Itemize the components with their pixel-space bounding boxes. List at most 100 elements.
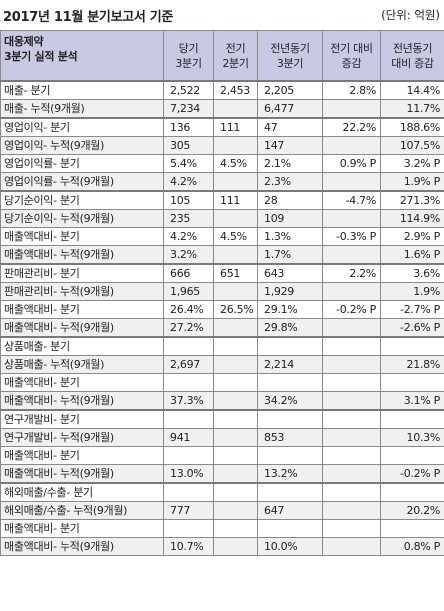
current-quarter-value: 37.3% bbox=[163, 391, 214, 411]
yoy-change-value: 2.9% P bbox=[380, 227, 444, 246]
yoy-change-value: 3.1% P bbox=[380, 391, 444, 411]
qoq-change-value bbox=[322, 172, 381, 192]
previous-quarter-value bbox=[213, 391, 258, 411]
yoy-change-value: -2.6% P bbox=[380, 318, 444, 338]
row-label: 해외매출/수출- 누적(9개월) bbox=[0, 501, 164, 520]
qoq-change-value: 0.9% P bbox=[322, 154, 381, 173]
header-current-quarter: 당기 3분기 bbox=[163, 30, 214, 82]
table-row: 영업이익률- 분기 5.4% 4.5% 2.1% 0.9% P 3.2% P bbox=[0, 154, 444, 173]
previous-quarter-value bbox=[213, 136, 258, 155]
qoq-change-value: -4.7% bbox=[322, 190, 381, 210]
previous-quarter-value bbox=[213, 373, 258, 392]
qoq-change-value: 2.2% bbox=[322, 263, 381, 283]
previous-quarter-value bbox=[213, 282, 258, 301]
current-quarter-value bbox=[163, 482, 214, 502]
current-quarter-value: 235 bbox=[163, 209, 214, 228]
previous-quarter-value bbox=[213, 172, 258, 192]
qoq-change-value bbox=[322, 446, 381, 465]
row-label: 매출액대비- 분기 bbox=[0, 446, 164, 465]
yoy-change-value: 188.6% bbox=[380, 117, 444, 137]
row-label: 연구개발비- 누적(9개월) bbox=[0, 428, 164, 447]
previous-quarter-value bbox=[213, 209, 258, 228]
table-row: 매출액대비- 분기 bbox=[0, 373, 444, 392]
table-row: 매출- 분기 2,522 2,453 2,205 2.8% 14.4% bbox=[0, 80, 444, 100]
current-quarter-value bbox=[163, 373, 214, 392]
yoy-change-value: 1.6% P bbox=[380, 245, 444, 265]
table-row: 해외매출/수출- 분기 bbox=[0, 482, 444, 502]
yoy-change-value: 14.4% bbox=[380, 80, 444, 100]
row-label: 영업이익- 누적(9개월) bbox=[0, 136, 164, 155]
table-row: 매출액대비- 누적(9개월) 27.2% 29.8% -2.6% P bbox=[0, 318, 444, 338]
table-row: 매출액대비- 분기 bbox=[0, 519, 444, 538]
current-quarter-value: 136 bbox=[163, 117, 214, 137]
year-ago-value: 2.3% bbox=[257, 172, 323, 192]
qoq-change-value bbox=[322, 282, 381, 301]
previous-quarter-value bbox=[213, 245, 258, 265]
row-label: 매출- 분기 bbox=[0, 80, 164, 100]
year-ago-value: 2,205 bbox=[257, 80, 323, 100]
row-label: 매출액대비- 분기 bbox=[0, 227, 164, 246]
qoq-change-value bbox=[322, 482, 381, 502]
year-ago-value: 47 bbox=[257, 117, 323, 137]
row-label: 판매관리비- 분기 bbox=[0, 263, 164, 283]
previous-quarter-value bbox=[213, 318, 258, 338]
table-row: 영업이익률- 누적(9개월) 4.2% 2.3% 1.9% P bbox=[0, 172, 444, 192]
previous-quarter-value bbox=[213, 99, 258, 119]
yoy-change-value bbox=[380, 373, 444, 392]
year-ago-value: 34.2% bbox=[257, 391, 323, 411]
current-quarter-value: 4.2% bbox=[163, 227, 214, 246]
table-row: 상품매출- 누적(9개월) 2,697 2,214 21.8% bbox=[0, 355, 444, 374]
row-label: 해외매출/수출- 분기 bbox=[0, 482, 164, 502]
page-title: 2017년 11월 분기보고서 기준 bbox=[3, 10, 174, 25]
current-quarter-value bbox=[163, 409, 214, 429]
current-quarter-value: 2,522 bbox=[163, 80, 214, 100]
header-label-cell: 대웅제약 3분기 실적 분석 bbox=[0, 30, 164, 82]
year-ago-value bbox=[257, 336, 323, 356]
qoq-change-value bbox=[322, 99, 381, 119]
yoy-change-value bbox=[380, 446, 444, 465]
qoq-change-value: -0.2% P bbox=[322, 300, 381, 319]
current-quarter-value: 305 bbox=[163, 136, 214, 155]
yoy-change-value bbox=[380, 409, 444, 429]
year-ago-value: 13.2% bbox=[257, 464, 323, 484]
current-quarter-value: 7,234 bbox=[163, 99, 214, 119]
yoy-change-value bbox=[380, 336, 444, 356]
yoy-change-value: 21.8% bbox=[380, 355, 444, 374]
qoq-change-value bbox=[322, 373, 381, 392]
yoy-change-value: 3.2% P bbox=[380, 154, 444, 173]
year-ago-value: 29.8% bbox=[257, 318, 323, 338]
table-row: 매출액대비- 누적(9개월) 37.3% 34.2% 3.1% P bbox=[0, 391, 444, 411]
table-row: 판매관리비- 누적(9개월) 1,965 1,929 1.9% bbox=[0, 282, 444, 301]
row-label: 당기순이익- 분기 bbox=[0, 190, 164, 210]
yoy-change-value: 1.9% P bbox=[380, 172, 444, 192]
row-label: 매출- 누적(9개월) bbox=[0, 99, 164, 119]
yoy-change-value: 11.7% bbox=[380, 99, 444, 119]
yoy-change-value: -2.7% P bbox=[380, 300, 444, 319]
current-quarter-value: 26.4% bbox=[163, 300, 214, 319]
previous-quarter-value bbox=[213, 409, 258, 429]
year-ago-value: 6,477 bbox=[257, 99, 323, 119]
table-row: 매출액대비- 누적(9개월) 13.0% 13.2% -0.2% P bbox=[0, 464, 444, 484]
year-ago-value: 643 bbox=[257, 263, 323, 283]
year-ago-value: 647 bbox=[257, 501, 323, 520]
qoq-change-value: 2.8% bbox=[322, 80, 381, 100]
table-header-row: 대웅제약 3분기 실적 분석 당기 3분기 전기 2분기 전년동기 3분기 전기… bbox=[0, 30, 444, 82]
previous-quarter-value bbox=[213, 482, 258, 502]
qoq-change-value bbox=[322, 501, 381, 520]
header-yoy-change: 전년동기 대비 증감 bbox=[380, 30, 444, 82]
previous-quarter-value bbox=[213, 336, 258, 356]
table-row: 판매관리비- 분기 666 651 643 2.2% 3.6% bbox=[0, 263, 444, 283]
qoq-change-value bbox=[322, 428, 381, 447]
current-quarter-value: 3.2% bbox=[163, 245, 214, 265]
qoq-change-value: -0.3% P bbox=[322, 227, 381, 246]
year-ago-value: 1,929 bbox=[257, 282, 323, 301]
table-row: 매출액대비- 분기 4.2% 4.5% 1.3% -0.3% P 2.9% P bbox=[0, 227, 444, 246]
year-ago-value bbox=[257, 482, 323, 502]
qoq-change-value bbox=[322, 464, 381, 484]
current-quarter-value: 13.0% bbox=[163, 464, 214, 484]
table-row: 영업이익- 누적(9개월) 305 147 107.5% bbox=[0, 136, 444, 155]
yoy-change-value: 20.2% bbox=[380, 501, 444, 520]
current-quarter-value: 10.7% bbox=[163, 537, 214, 556]
yoy-change-value: 3.6% bbox=[380, 263, 444, 283]
table-row: 매출액대비- 분기 26.4% 26.5% 29.1% -0.2% P -2.7% P bbox=[0, 300, 444, 319]
